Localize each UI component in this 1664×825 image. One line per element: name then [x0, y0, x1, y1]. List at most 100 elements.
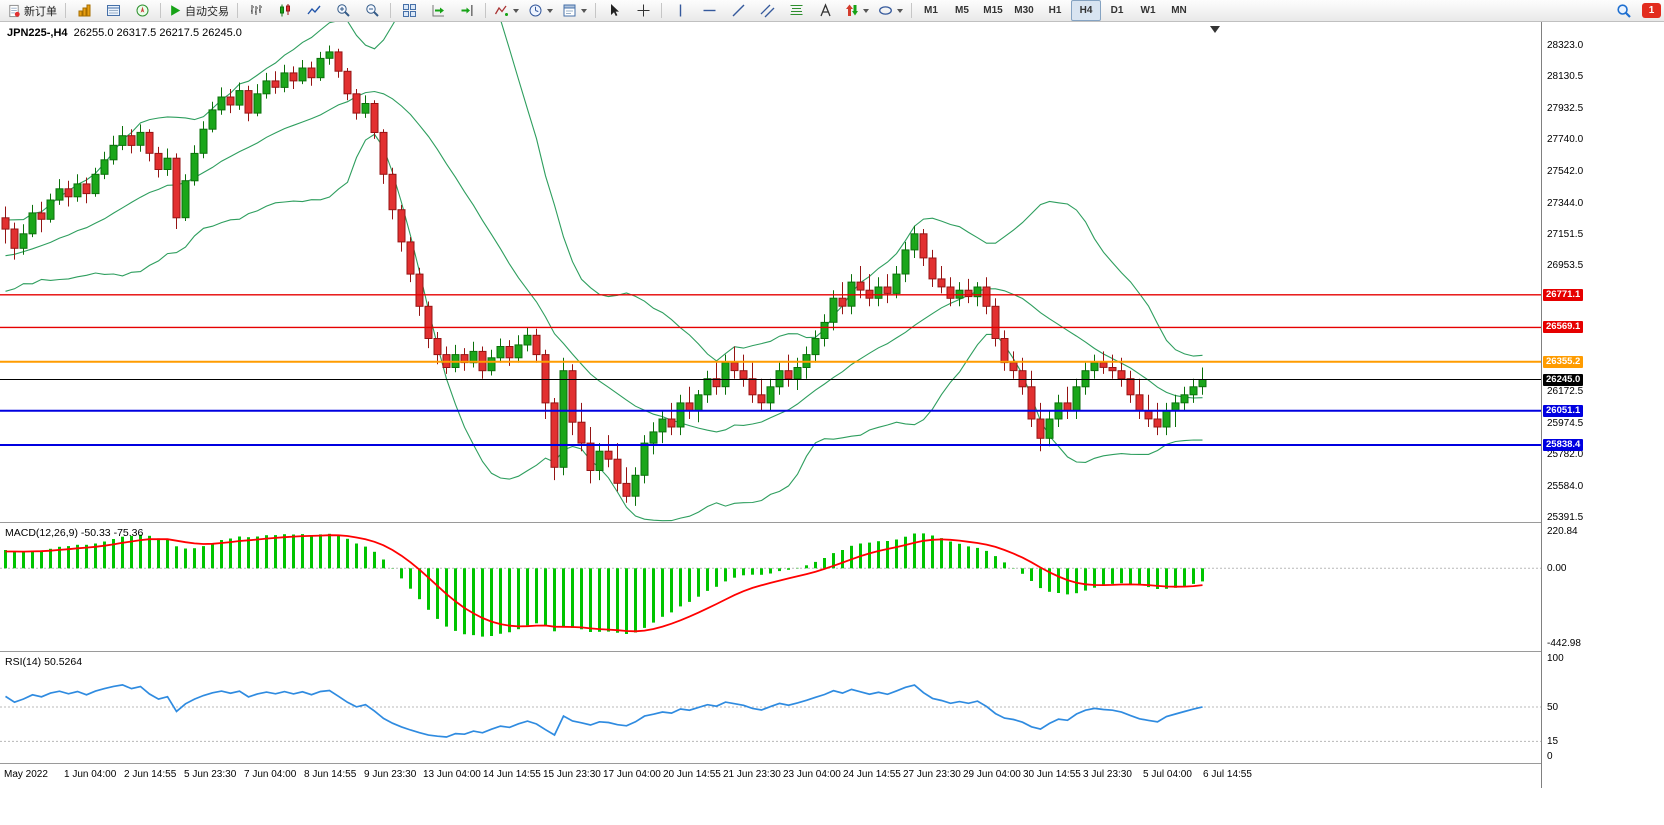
price-axis-label: 26953.5 — [1547, 260, 1584, 271]
timeframe-d1-button[interactable]: D1 — [1110, 5, 1124, 16]
toolbar-separator — [485, 3, 486, 18]
date-axis-label: 21 Jun 23:30 — [723, 769, 781, 780]
shapes-caret — [897, 8, 903, 13]
price-level-badge: 26569.1 — [1543, 321, 1584, 333]
arrows-caret — [863, 8, 869, 13]
chart-shift-button[interactable] — [453, 0, 481, 21]
macd-axis-label: -442.98 — [1547, 638, 1581, 649]
arrows-tool-icon — [846, 4, 858, 16]
cursor-tool-button[interactable] — [600, 0, 628, 21]
notification-badge[interactable]: 1 — [1642, 3, 1661, 18]
price-axis-label: 25782.0 — [1547, 449, 1584, 460]
horizontal-line-icon — [703, 9, 715, 12]
candlestick-mode-button[interactable] — [271, 0, 299, 21]
time-axis[interactable]: May 2022 1 Jun 04:00 2 Jun 14:55 5 Jun 23:3… — [0, 764, 1541, 790]
timeframe-h4-button[interactable]: H4 — [1071, 0, 1101, 21]
timeframe-m1-button[interactable]: M1 — [924, 5, 938, 16]
tile-windows-button[interactable] — [395, 0, 423, 21]
zoom-out-button[interactable] — [358, 0, 386, 21]
line-chart-icon — [306, 5, 321, 15]
auto-trading-button[interactable]: 自动交易 — [165, 0, 233, 21]
vertical-line-tool-button[interactable] — [666, 0, 694, 21]
price-axis-label: 27151.5 — [1547, 229, 1584, 240]
new-order-button[interactable]: 新订单 — [3, 0, 61, 21]
low-value: 26217.5 — [159, 27, 200, 39]
date-axis-label: 27 Jun 23:30 — [903, 769, 961, 780]
price-axis-label: 26172.5 — [1547, 386, 1584, 397]
vertical-line-icon — [679, 4, 681, 17]
new-order-icon — [9, 4, 20, 17]
search-button[interactable] — [1610, 0, 1638, 21]
date-axis-label: 13 Jun 04:00 — [423, 769, 481, 780]
zoom-in-button[interactable] — [329, 0, 357, 21]
price-axis-label: 28323.0 — [1547, 40, 1584, 51]
panel-splitter[interactable] — [0, 522, 1664, 523]
templates-button[interactable] — [558, 0, 591, 21]
date-axis-label: 5 Jun 23:30 — [184, 769, 237, 780]
timeframe-w1-button[interactable]: W1 — [1140, 5, 1156, 16]
rsi-indicator-label: RSI(14) 50.5264 — [5, 656, 82, 668]
timeframe-m15-button[interactable]: M15 — [983, 5, 1003, 16]
price-level-badge: 26771.1 — [1543, 289, 1584, 301]
timeframe-h1-button[interactable]: H1 — [1048, 5, 1062, 16]
price-axis[interactable]: 28323.0 28130.5 27932.5 27740.0 27542.0 27344… — [1541, 22, 1664, 788]
periods-button[interactable] — [524, 0, 557, 21]
high-value: 26317.5 — [116, 27, 157, 39]
panel-splitter[interactable] — [0, 651, 1664, 652]
data-window-button[interactable] — [99, 0, 127, 21]
text-tool-button[interactable] — [811, 0, 839, 21]
fibonacci-tool-button[interactable] — [782, 0, 810, 21]
horizontal-line-tool-button[interactable] — [695, 0, 723, 21]
macd-main-value: -50.33 — [80, 527, 111, 539]
price-axis-label: 27932.5 — [1547, 103, 1584, 114]
shapes-tool-icon — [879, 6, 892, 15]
macd-panel-canvas[interactable] — [0, 523, 1541, 651]
date-axis-label: 24 Jun 14:55 — [843, 769, 901, 780]
chart-shift-icon — [461, 5, 473, 16]
date-axis-label: 23 Jun 04:00 — [783, 769, 841, 780]
date-axis-label: 2 Jun 14:55 — [124, 769, 177, 780]
rsi-value: 50.5264 — [44, 656, 83, 668]
date-axis-label: 7 Jun 04:00 — [244, 769, 297, 780]
timeframe-m5-button[interactable]: M5 — [955, 5, 969, 16]
timeframe-mn-button[interactable]: MN — [1171, 5, 1187, 16]
bar-chart-mode-button[interactable] — [242, 0, 270, 21]
date-axis-label: 3 Jul 23:30 — [1083, 769, 1132, 780]
chart-info-line: JPN225-,H4 26255.0 26317.5 26217.5 26245… — [7, 27, 242, 39]
price-axis-label: 25584.0 — [1547, 481, 1584, 492]
crosshair-tool-button[interactable] — [629, 0, 657, 21]
open-value: 26255.0 — [73, 27, 114, 39]
main-chart-canvas[interactable] — [0, 22, 1541, 522]
macd-axis-label: 0.00 — [1547, 563, 1567, 574]
main-toolbar: 新订单 自动交易 M1 M5 M15 M30 H1 H4 D1 W1 MN 1 — [0, 0, 1664, 22]
template-icon — [563, 4, 576, 17]
toolbar-separator — [237, 3, 238, 18]
price-axis-label: 27740.0 — [1547, 134, 1584, 145]
date-axis-label: 8 Jun 14:55 — [304, 769, 357, 780]
shapes-tool-button[interactable] — [874, 0, 907, 21]
rsi-panel-canvas[interactable] — [0, 652, 1541, 763]
macd-signal-value: -75.36 — [113, 527, 144, 539]
indicators-button[interactable] — [490, 0, 523, 21]
channel-tool-button[interactable] — [753, 0, 781, 21]
macd-name: MACD(12,26,9) — [5, 527, 78, 539]
auto-trading-label: 自动交易 — [185, 5, 229, 18]
arrows-tool-button[interactable] — [840, 0, 873, 21]
price-axis-label: 25391.5 — [1547, 512, 1584, 523]
line-chart-mode-button[interactable] — [300, 0, 328, 21]
date-axis-label: 14 Jun 14:55 — [483, 769, 541, 780]
market-watch-button[interactable] — [70, 0, 98, 21]
date-axis-label: 17 Jun 04:00 — [603, 769, 661, 780]
date-axis-label: 30 Jun 14:55 — [1023, 769, 1081, 780]
price-axis-label: 27344.0 — [1547, 198, 1584, 209]
auto-scroll-button[interactable] — [424, 0, 452, 21]
trendline-tool-button[interactable] — [724, 0, 752, 21]
date-axis-label: 6 Jul 14:55 — [1203, 769, 1252, 780]
navigator-button[interactable] — [128, 0, 156, 21]
toolbar-separator — [390, 3, 391, 18]
price-level-badge: 26355.2 — [1543, 356, 1584, 368]
search-icon — [1617, 3, 1631, 18]
timeframe-m30-button[interactable]: M30 — [1014, 5, 1034, 16]
price-axis-label: 27542.0 — [1547, 166, 1584, 177]
chart-shift-marker[interactable] — [1210, 26, 1220, 33]
